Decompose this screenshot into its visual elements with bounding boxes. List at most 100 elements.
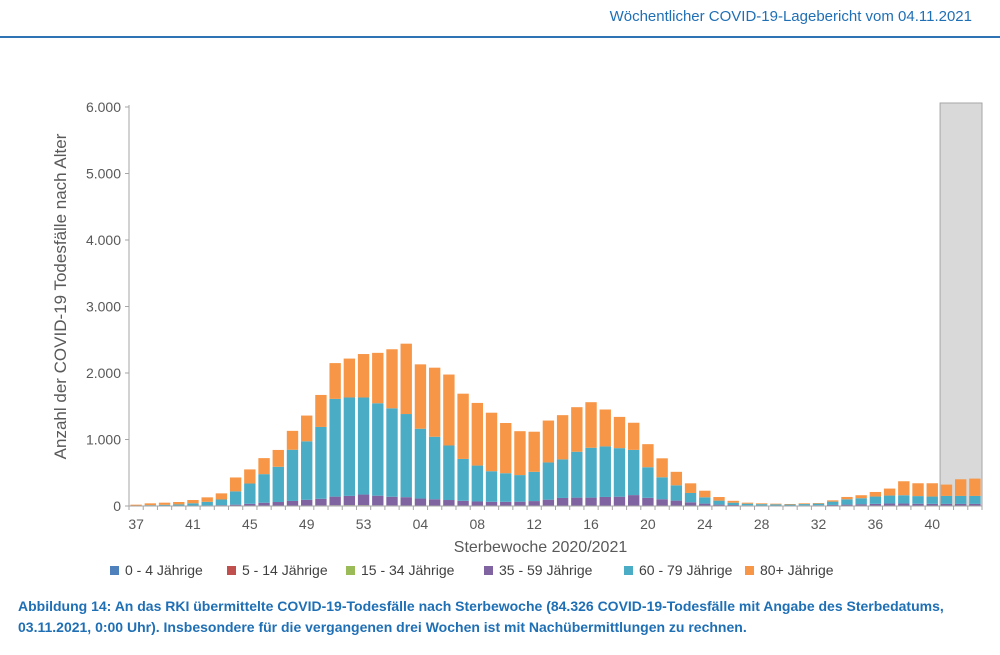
bar-22-series-5 [670, 471, 683, 486]
bar-01-series-4 [372, 403, 384, 496]
bar-44-series-3 [229, 504, 242, 506]
bar-17-series-3 [599, 496, 611, 506]
x-tick-label: 36 [868, 516, 884, 532]
bar-13-series-5 [542, 420, 555, 463]
bar-18-series-4 [613, 448, 626, 497]
bar-31-series-5 [798, 503, 810, 505]
bar-15-series-5 [571, 407, 583, 452]
bar-30-series-4 [784, 504, 796, 506]
y-tick-label: 1.000 [86, 432, 121, 448]
y-tick-label: 2.000 [86, 365, 121, 381]
bar-19-series-4 [628, 449, 640, 496]
bar-03-series-3 [400, 497, 412, 506]
bar-04-series-3 [414, 498, 427, 506]
bar-30-series-5 [784, 504, 796, 505]
bar-20-series-5 [642, 444, 654, 468]
x-tick-label: 53 [356, 516, 372, 532]
bar-25-series-4 [713, 500, 725, 505]
x-tick-label: 32 [811, 516, 827, 532]
bar-44-series-5 [229, 477, 242, 492]
legend-item: 5 - 14 Jährige [227, 562, 328, 578]
bar-44-series-4 [229, 491, 242, 505]
bar-46-series-5 [258, 458, 270, 475]
bar-53-series-4 [357, 397, 370, 495]
bar-40-series-4 [173, 504, 185, 506]
x-tick-label: 16 [583, 516, 599, 532]
bar-33-series-5 [827, 500, 839, 502]
bar-17-series-4 [599, 446, 611, 497]
bar-47-series-3 [272, 502, 284, 506]
bar-19-series-3 [628, 495, 640, 506]
bar-38-series-4 [144, 505, 157, 506]
bar-33-series-4 [827, 501, 839, 505]
bar-20-series-3 [642, 497, 654, 506]
bar-43-series-5 [215, 493, 228, 500]
bar-33-series-3 [827, 504, 839, 506]
bar-03-series-4 [400, 414, 412, 498]
x-tick-label: 28 [754, 516, 770, 532]
bar-39-series-4 [158, 504, 171, 506]
bar-42-series-4 [954, 495, 967, 504]
bar-10-series-3 [500, 501, 512, 506]
legend-label: 15 - 34 Jährige [361, 562, 455, 578]
bar-25-series-5 [713, 497, 725, 501]
recent-weeks-shading [939, 102, 983, 507]
bar-47-series-4 [272, 466, 284, 503]
bar-42-series-5 [201, 497, 213, 502]
bar-23-series-4 [684, 492, 697, 503]
bar-08-series-3 [471, 501, 483, 506]
bar-41-series-3 [940, 503, 953, 506]
bar-10-series-5 [500, 423, 512, 474]
bar-14-series-4 [556, 459, 569, 498]
bar-35-series-5 [855, 495, 867, 499]
bar-35-series-3 [855, 504, 867, 506]
bar-51-series-3 [329, 496, 341, 506]
legend-item: 80+ Jährige [745, 562, 834, 578]
bar-17-series-5 [599, 409, 611, 447]
bar-13-series-3 [542, 499, 555, 506]
bar-32-series-4 [812, 503, 825, 506]
x-tick-label: 04 [413, 516, 429, 532]
bar-04-series-5 [414, 364, 427, 429]
bar-29-series-4 [770, 504, 782, 506]
x-tick-label: 37 [128, 516, 144, 532]
bar-29-series-5 [770, 503, 782, 505]
bar-52-series-5 [343, 358, 356, 398]
legend-swatch [745, 565, 754, 575]
bar-47-series-5 [272, 449, 284, 467]
bar-40-series-5 [926, 483, 938, 497]
bar-23-series-3 [684, 502, 697, 506]
legend-item: 15 - 34 Jährige [346, 562, 454, 578]
bar-09-series-3 [485, 501, 498, 506]
bar-52-series-4 [343, 397, 356, 496]
bar-45-series-5 [244, 469, 256, 484]
bar-09-series-4 [485, 471, 498, 502]
bar-50-series-4 [315, 426, 327, 499]
bar-27-series-5 [741, 502, 754, 504]
legend-swatch [227, 565, 236, 575]
bar-06-series-4 [443, 445, 455, 501]
bar-36-series-5 [869, 491, 882, 497]
bar-41-series-4 [940, 495, 953, 504]
bar-41-series-4 [187, 503, 199, 506]
bar-22-series-4 [670, 485, 683, 501]
bar-12-series-4 [528, 471, 540, 502]
bar-42-series-3 [954, 503, 967, 506]
bar-02-series-3 [386, 496, 398, 506]
x-tick-label: 40 [924, 516, 940, 532]
bar-16-series-3 [585, 497, 597, 506]
bar-48-series-5 [286, 430, 299, 450]
bar-34-series-4 [841, 499, 853, 505]
bar-08-series-5 [471, 402, 483, 466]
bar-01-series-5 [372, 352, 384, 404]
bar-06-series-5 [443, 374, 455, 446]
bar-38-series-4 [898, 495, 910, 504]
bar-31-series-4 [798, 504, 810, 506]
bar-03-series-5 [400, 343, 412, 415]
bar-22-series-3 [670, 500, 683, 506]
x-tick-label: 12 [526, 516, 542, 532]
bar-50-series-5 [315, 394, 327, 427]
bar-21-series-5 [656, 458, 668, 478]
bar-12-series-3 [528, 501, 540, 506]
legend-label: 5 - 14 Jährige [242, 562, 328, 578]
